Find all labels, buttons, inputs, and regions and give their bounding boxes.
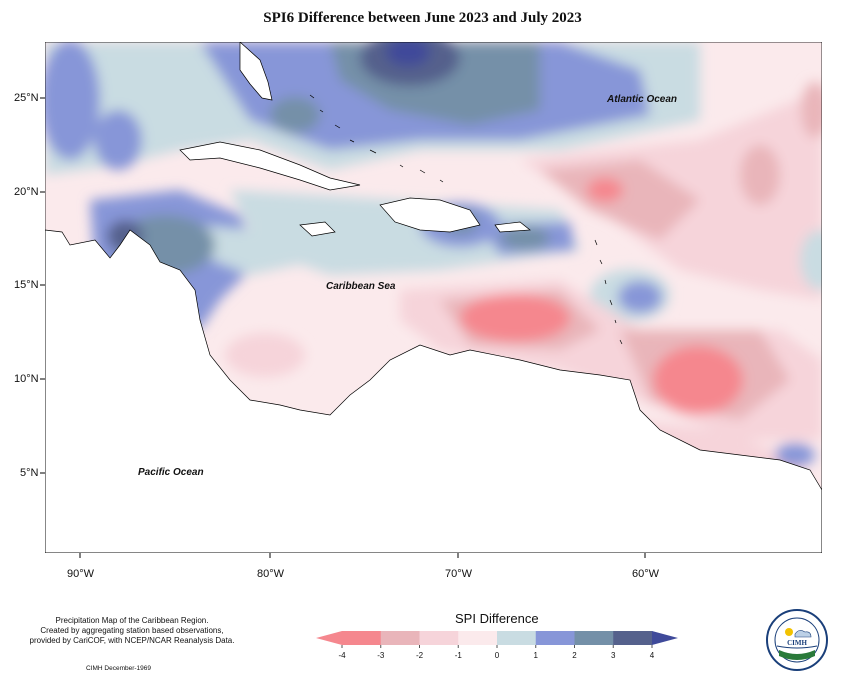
legend-tick-label: -3: [377, 651, 385, 660]
credit-line-1: Precipitation Map of the Caribbean Regio…: [55, 616, 209, 625]
legend-title: SPI Difference: [455, 611, 539, 626]
lat-label-10n: 10°N: [14, 373, 39, 385]
legend-colorbar: [316, 631, 678, 645]
legend-swatch: [342, 631, 382, 645]
map-title: SPI6 Difference between June 2023 and Ju…: [263, 10, 582, 26]
legend-tick-label: -4: [338, 651, 346, 660]
ocean-label-atlantic: Atlantic Ocean: [607, 94, 678, 105]
legend-arrow-high: [652, 631, 678, 645]
credit-text: Precipitation Map of the Caribbean Regio…: [22, 616, 242, 646]
lon-label-60w: 60°W: [632, 568, 660, 580]
spi-field: [45, 42, 822, 553]
land: [45, 42, 822, 553]
legend-swatch: [613, 631, 653, 645]
ocean-label-caribbean: Caribbean Sea: [326, 281, 396, 292]
legend-tick-label: 2: [572, 651, 577, 660]
credit-line-2: Created by aggregating station based obs…: [40, 626, 224, 635]
legend-swatch: [535, 631, 575, 645]
legend-swatch: [419, 631, 459, 645]
legend-swatch: [458, 631, 498, 645]
legend-swatch: [380, 631, 420, 645]
lat-label-5n: 5°N: [20, 467, 39, 479]
axis-ticks: [40, 97, 646, 558]
legend-arrow-low: [316, 631, 342, 645]
lon-label-80w: 80°W: [257, 568, 285, 580]
legend-tick-label: 1: [534, 651, 539, 660]
legend-swatch: [574, 631, 614, 645]
lon-label-70w: 70°W: [445, 568, 473, 580]
ocean-label-pacific: Pacific Ocean: [138, 467, 204, 478]
credit-date: CIMH December-1969: [86, 665, 152, 672]
legend-tick-label: -2: [416, 651, 424, 660]
legend-tick-label: 3: [611, 651, 616, 660]
lat-label-20n: 20°N: [14, 186, 39, 198]
legend-tick-label: 4: [650, 651, 655, 660]
legend-swatch: [497, 631, 537, 645]
legend-ticks: -4 -3 -2 -1 0 1 2 3 4: [338, 645, 655, 660]
credit-line-3: provided by CariCOF, with NCEP/NCAR Rean…: [29, 636, 235, 645]
lat-label-25n: 25°N: [14, 92, 39, 104]
legend-tick-label: 0: [495, 651, 500, 660]
lat-label-15n: 15°N: [14, 279, 39, 291]
logo-text: CIMH: [787, 639, 807, 647]
lon-label-90w: 90°W: [67, 568, 95, 580]
cimh-logo-icon: CIMH: [766, 609, 828, 671]
legend-tick-label: -1: [455, 651, 463, 660]
